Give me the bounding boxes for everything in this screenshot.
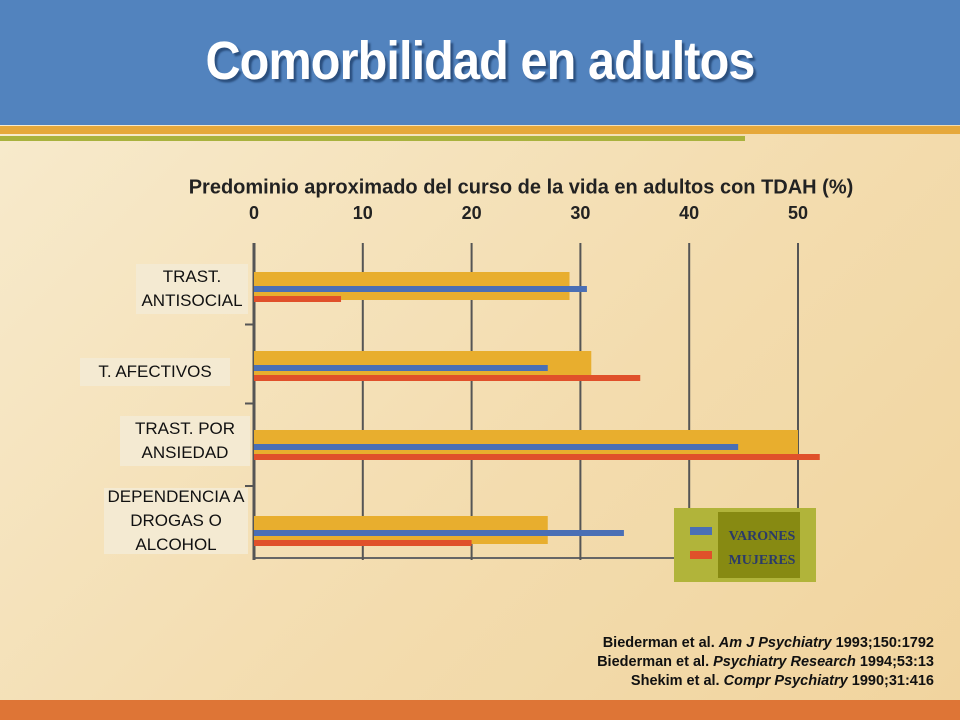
bar [254, 296, 342, 302]
footer-band [0, 700, 960, 720]
ref-authors: Biederman et al. [602, 635, 715, 651]
stripe [0, 126, 960, 134]
bar [254, 444, 739, 450]
stripe [0, 136, 745, 141]
legend-label: MUJERES [729, 553, 796, 568]
chart-title: Predominio aproximado del curso de la vi… [189, 176, 854, 198]
ref-journal: Am J Psychiatry [718, 635, 832, 651]
legend-swatch [690, 527, 712, 535]
y-tick-label: TRAST. POR ANSIEDAD [120, 416, 250, 466]
ref-authors: Shekim et al. [630, 673, 720, 689]
ref-journal: Compr Psychiatry [723, 673, 848, 689]
y-tick-label: DEPENDENCIA A DROGAS O ALCOHOL [104, 487, 248, 554]
reference: Shekim et al. Compr Psychiatry 1990;31:4… [597, 672, 934, 691]
bar [254, 365, 548, 371]
y-tick-label: T. AFECTIVOS [80, 358, 230, 386]
x-tick-label: 10 [353, 203, 373, 223]
x-tick-label: 20 [462, 203, 482, 223]
bar [254, 375, 641, 381]
reference: Biederman et al. Psychiatry Research 199… [597, 653, 934, 672]
ref-authors: Biederman et al. [597, 654, 710, 670]
x-tick-label: 40 [679, 203, 699, 223]
ref-journal: Psychiatry Research [713, 654, 856, 670]
ref-detail: 1994;53:13 [859, 654, 934, 670]
ref-detail: 1990;31:416 [851, 673, 934, 689]
x-tick-label: 30 [570, 203, 590, 223]
x-tick-label: 50 [788, 203, 808, 223]
ref-detail: 1993;150:1792 [835, 635, 934, 651]
header-band [0, 0, 960, 125]
reference: Biederman et al. Am J Psychiatry 1993;15… [597, 634, 934, 653]
slide-title: Comorbilidad en adultos [205, 31, 755, 91]
bar [254, 286, 587, 292]
bar [254, 540, 472, 546]
references: Biederman et al. Am J Psychiatry 1993;15… [597, 634, 934, 691]
x-tick-label: 0 [249, 203, 259, 223]
y-tick-label: TRAST. ANTISOCIAL [136, 264, 248, 314]
bar [254, 530, 624, 536]
legend-swatch [690, 551, 712, 559]
bar [254, 454, 820, 460]
legend-inner [718, 512, 800, 578]
legend-label: VARONES [729, 529, 796, 544]
